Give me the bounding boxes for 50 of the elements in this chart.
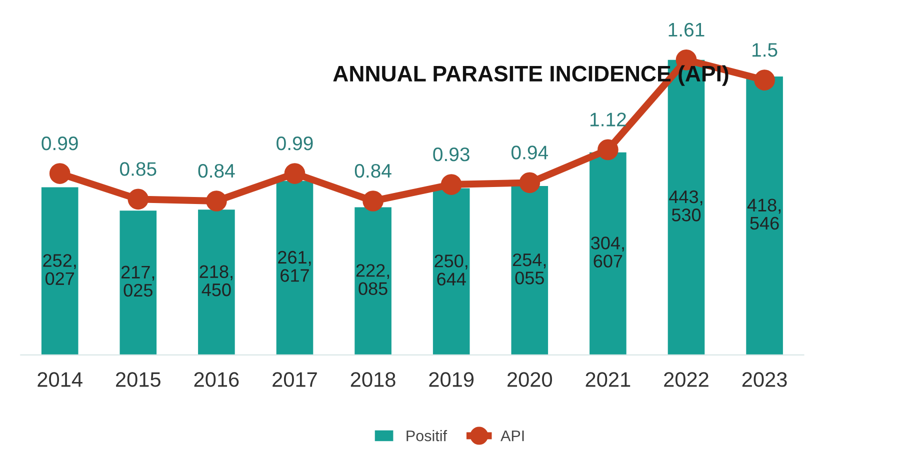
point xyxy=(440,174,462,195)
data-label: 222,085 xyxy=(356,264,389,295)
data-label: 1.12 xyxy=(590,112,626,126)
data-label: 0.84 xyxy=(198,164,235,178)
data-label: 217,025 xyxy=(121,266,154,297)
x-tick-label: 2017 xyxy=(272,372,317,387)
bar xyxy=(120,210,157,355)
data-label: 0.93 xyxy=(433,147,470,162)
point xyxy=(128,188,149,210)
point xyxy=(598,139,618,160)
data-label: 0.85 xyxy=(120,162,156,176)
data-label: 418,546 xyxy=(747,198,780,230)
x-tick-label: 2021 xyxy=(586,372,630,387)
data-label: 218,450 xyxy=(200,265,232,296)
x-tick-label: 2016 xyxy=(194,372,239,387)
point xyxy=(206,190,227,212)
x-tick-label: 2015 xyxy=(116,372,160,387)
bar xyxy=(41,187,78,355)
legend-label: Positif xyxy=(406,430,448,442)
data-label: 1.5 xyxy=(752,43,778,57)
bar xyxy=(590,152,626,355)
data-label: 1.61 xyxy=(668,22,704,37)
bar xyxy=(746,76,783,355)
bar xyxy=(432,188,470,355)
x-tick-label: 2019 xyxy=(429,372,474,387)
data-label: 304,607 xyxy=(591,236,624,268)
point xyxy=(49,163,70,184)
legend-label: API xyxy=(500,430,524,442)
data-label: 261,617 xyxy=(278,250,311,282)
x-tick-label: 2023 xyxy=(742,372,787,387)
data-label: 0.99 xyxy=(42,136,78,150)
x-tick-label: 2022 xyxy=(664,372,708,387)
point xyxy=(519,172,540,194)
data-label: 254,055 xyxy=(512,253,546,284)
x-tick-label: 2020 xyxy=(508,372,552,387)
data-label: 0.84 xyxy=(354,164,392,178)
bar xyxy=(354,207,392,355)
data-label: 252,027 xyxy=(43,254,76,286)
point xyxy=(284,163,306,184)
data-label: 250,644 xyxy=(434,254,468,286)
data-label: 0.99 xyxy=(276,136,313,150)
data-label: 0.94 xyxy=(511,146,548,160)
bar xyxy=(276,180,314,355)
x-tick-label: 2014 xyxy=(38,372,82,387)
bar xyxy=(511,186,548,355)
x-tick-label: 2018 xyxy=(350,372,396,387)
data-label: 443,530 xyxy=(669,190,702,222)
bar xyxy=(198,210,235,355)
point xyxy=(754,70,775,90)
point xyxy=(362,190,384,212)
